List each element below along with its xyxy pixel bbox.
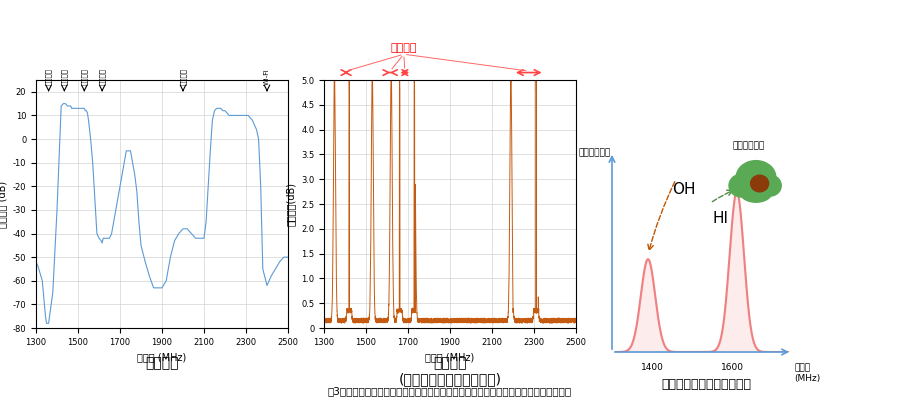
Text: 携帯電話: 携帯電話 [61,68,68,85]
Text: 観測帯域: 観測帯域 [391,43,417,53]
Ellipse shape [751,175,769,192]
Text: 図3：マルチバンドフィルタで観測が可能となる周波数帯と観測スペクトルのイメージ: 図3：マルチバンドフィルタで観測が可能となる周波数帯と観測スペクトルのイメージ [328,386,572,396]
Ellipse shape [760,175,781,196]
Text: 周波数
(MHz): 周波数 (MHz) [794,363,820,382]
Text: プラズマガス: プラズマガス [733,141,765,150]
Ellipse shape [729,174,754,197]
Text: 携帯電話: 携帯電話 [99,68,105,85]
X-axis label: 周波数 (MHz): 周波数 (MHz) [426,352,474,362]
Text: 受信スペクトルのイメージ: 受信スペクトルのイメージ [662,378,752,391]
Text: レーダー: レーダー [45,68,52,85]
Text: 観測信号強度: 観測信号強度 [579,149,611,158]
Y-axis label: 雑音指数(dB): 雑音指数(dB) [285,182,295,226]
Ellipse shape [736,161,776,194]
Text: 雑音指数
(低いほど低雑音な受信機): 雑音指数 (低いほど低雑音な受信機) [399,356,501,386]
Text: OH: OH [672,182,696,197]
Text: 衛星電話: 衛星電話 [81,68,87,85]
X-axis label: 周波数 (MHz): 周波数 (MHz) [138,352,186,362]
Text: 携帯電話: 携帯電話 [180,68,186,85]
Text: 1400: 1400 [641,363,663,372]
Y-axis label: 通過特性 (dB): 通過特性 (dB) [0,180,7,228]
Ellipse shape [740,182,772,202]
Text: Wi-Fi: Wi-Fi [264,68,270,85]
Text: 振幅特性: 振幅特性 [145,356,179,370]
Text: HI: HI [712,211,728,226]
Text: 1600: 1600 [721,363,743,372]
